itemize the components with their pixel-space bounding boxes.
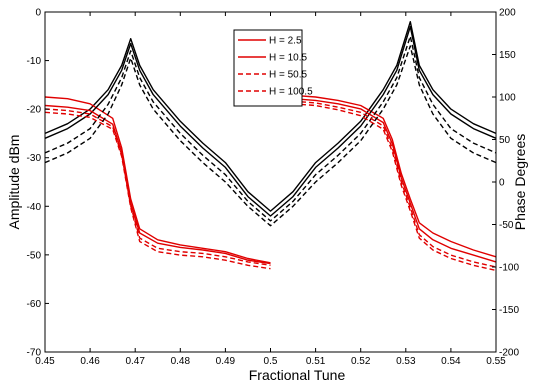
left-y-axis-label: Amplitude dBm	[6, 135, 22, 230]
legend-label: H = 2.5	[269, 36, 302, 47]
x-tick-label: 0.5	[264, 356, 278, 367]
x-tick-label: 0.53	[396, 356, 416, 367]
x-axis-ticks: 0.45 0.46 0.47 0.48 0.49 0.5 0.51 0.52 0.53 0.54 0…	[35, 12, 506, 367]
left-y-tick-label: -70	[27, 348, 42, 359]
phase-series-line	[44, 96, 271, 264]
right-y-tick-label: 100	[499, 93, 516, 104]
right-y-tick-label: -100	[499, 263, 519, 274]
legend-label: H = 100.5	[269, 87, 313, 98]
amplitude-series-line	[44, 21, 497, 212]
right-y-tick-label: -200	[499, 348, 519, 359]
x-axis-label: Fractional Tune	[249, 367, 346, 383]
phase-series-line	[292, 98, 497, 263]
right-y-tick-label: 200	[499, 8, 516, 19]
right-y-tick-label: 50	[499, 135, 511, 146]
phase-series-line	[44, 104, 271, 265]
left-y-tick-label: -30	[27, 153, 42, 164]
legend-label: H = 10.5	[269, 53, 308, 64]
legend-label: H = 50.5	[269, 70, 308, 81]
right-y-tick-label: -150	[499, 305, 519, 316]
x-tick-label: 0.49	[216, 356, 236, 367]
right-y-tick-label: 0	[499, 178, 505, 189]
phase-series-line	[44, 111, 271, 270]
left-y-tick-label: -40	[27, 202, 42, 213]
left-y-tick-label: 0	[35, 8, 41, 19]
x-tick-label: 0.47	[125, 356, 145, 367]
right-y-axis-ticks: -200 -150 -100 -50 0 50 100 150 200	[492, 8, 519, 359]
right-y-axis-label: Phase Degrees	[512, 134, 528, 231]
legend-box	[233, 29, 303, 107]
x-tick-label: 0.55	[486, 356, 506, 367]
legend: H = 2.5 H = 10.5 H = 50.5 H = 100.5	[233, 29, 313, 107]
x-tick-label: 0.45	[35, 356, 55, 367]
left-y-tick-label: -50	[27, 250, 42, 261]
x-tick-label: 0.52	[351, 356, 371, 367]
x-tick-label: 0.46	[80, 356, 100, 367]
phase-series-line	[292, 94, 497, 258]
left-y-tick-label: -60	[27, 299, 42, 310]
left-y-axis-ticks: -70 -60 -50 -40 -30 -20 -10 0	[27, 8, 49, 359]
x-tick-label: 0.54	[441, 356, 461, 367]
plot-area	[44, 21, 497, 272]
right-y-tick-label: 150	[499, 50, 516, 61]
phase-series-line	[44, 108, 271, 266]
phase-series-line	[292, 103, 497, 272]
amplitude-series-line	[44, 25, 497, 217]
amplitude-series-line	[44, 45, 497, 227]
right-y-tick-label: -50	[499, 220, 514, 231]
x-tick-label: 0.48	[171, 356, 191, 367]
left-y-tick-label: -10	[27, 56, 42, 67]
phase-series-line	[292, 100, 497, 268]
left-y-tick-label: -20	[27, 105, 42, 116]
amplitude-series-line	[44, 35, 497, 222]
x-tick-label: 0.51	[306, 356, 326, 367]
